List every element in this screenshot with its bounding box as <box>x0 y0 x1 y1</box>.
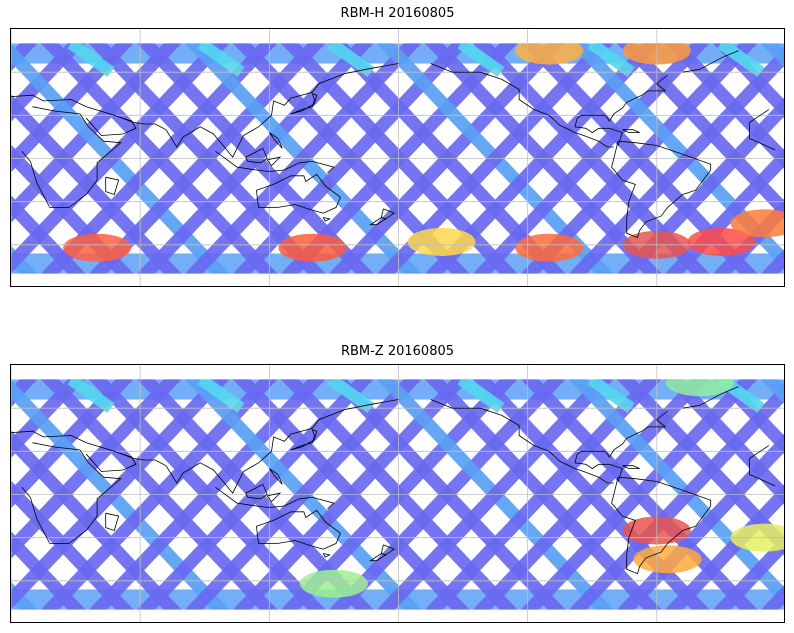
coastline-path <box>611 476 712 575</box>
coastline-path <box>430 399 614 484</box>
swath-accent <box>197 43 245 78</box>
anomaly-hotspot <box>278 233 347 262</box>
coastline-path <box>268 132 283 149</box>
coastline-path <box>322 553 331 558</box>
map-rbm-h <box>10 28 785 287</box>
coastline-path <box>21 442 776 544</box>
coastline-path <box>430 63 614 148</box>
coastline-path <box>574 74 668 146</box>
anomaly-hotspot <box>633 545 702 574</box>
coastline-path <box>245 483 268 500</box>
coastline-path <box>11 399 399 494</box>
coastline-path <box>682 50 739 73</box>
panel-title-top: RBM-H 20160805 <box>340 6 455 21</box>
coastlines <box>11 386 776 575</box>
coastline-path <box>268 468 283 485</box>
coastline-path <box>290 429 318 451</box>
swath-accent <box>327 43 375 78</box>
swath-accent <box>67 379 115 414</box>
swath-accent <box>587 379 635 414</box>
swath-accent <box>717 43 765 78</box>
coastline-path <box>369 553 387 562</box>
anomaly-hotspot <box>515 233 584 262</box>
anomaly-hotspot <box>63 233 132 262</box>
coastline-path <box>85 116 137 136</box>
anomaly-hotspot <box>665 379 734 397</box>
swath-accent <box>457 379 505 414</box>
coastline-path <box>266 156 282 167</box>
swath-accent <box>67 43 115 78</box>
coastline-path <box>322 217 331 222</box>
graticule <box>11 29 784 286</box>
swath-layer <box>11 43 784 274</box>
coastline-path <box>266 492 282 503</box>
coastline-path <box>256 509 341 550</box>
coastline-path <box>574 410 668 482</box>
map-rbm-h-canvas <box>11 29 784 286</box>
coastline-path <box>85 452 137 472</box>
coastline-path <box>611 140 712 239</box>
coastline-path <box>622 465 640 469</box>
panel-title-bottom: RBM-Z 20160805 <box>340 344 455 359</box>
coastline-path <box>256 173 341 214</box>
swath-accent <box>457 43 505 78</box>
coastline-path <box>369 217 387 226</box>
anomaly-hotspot <box>299 569 368 598</box>
coastline-path <box>215 486 335 510</box>
graticule <box>11 365 784 622</box>
coastline-path <box>105 512 120 532</box>
coastline-path <box>215 150 335 174</box>
map-rbm-z-canvas <box>11 365 784 622</box>
swath-accent <box>197 379 245 414</box>
coastline-path <box>682 386 739 409</box>
coastlines <box>11 50 776 239</box>
map-rbm-z <box>10 364 785 623</box>
coastline-path <box>11 63 399 158</box>
anomaly-hotspot <box>730 209 784 238</box>
coastline-path <box>245 147 268 164</box>
coastline-path <box>622 129 640 133</box>
swath-accent <box>327 379 375 414</box>
swath-accent <box>587 43 635 78</box>
coastline-path <box>21 106 776 208</box>
anomaly-hotspot <box>407 227 476 256</box>
anomaly-hotspot <box>687 227 756 256</box>
coastline-path <box>105 176 120 196</box>
swath-layer <box>11 379 784 610</box>
coastline-path <box>290 93 318 115</box>
anomaly-hotspot <box>515 43 584 65</box>
